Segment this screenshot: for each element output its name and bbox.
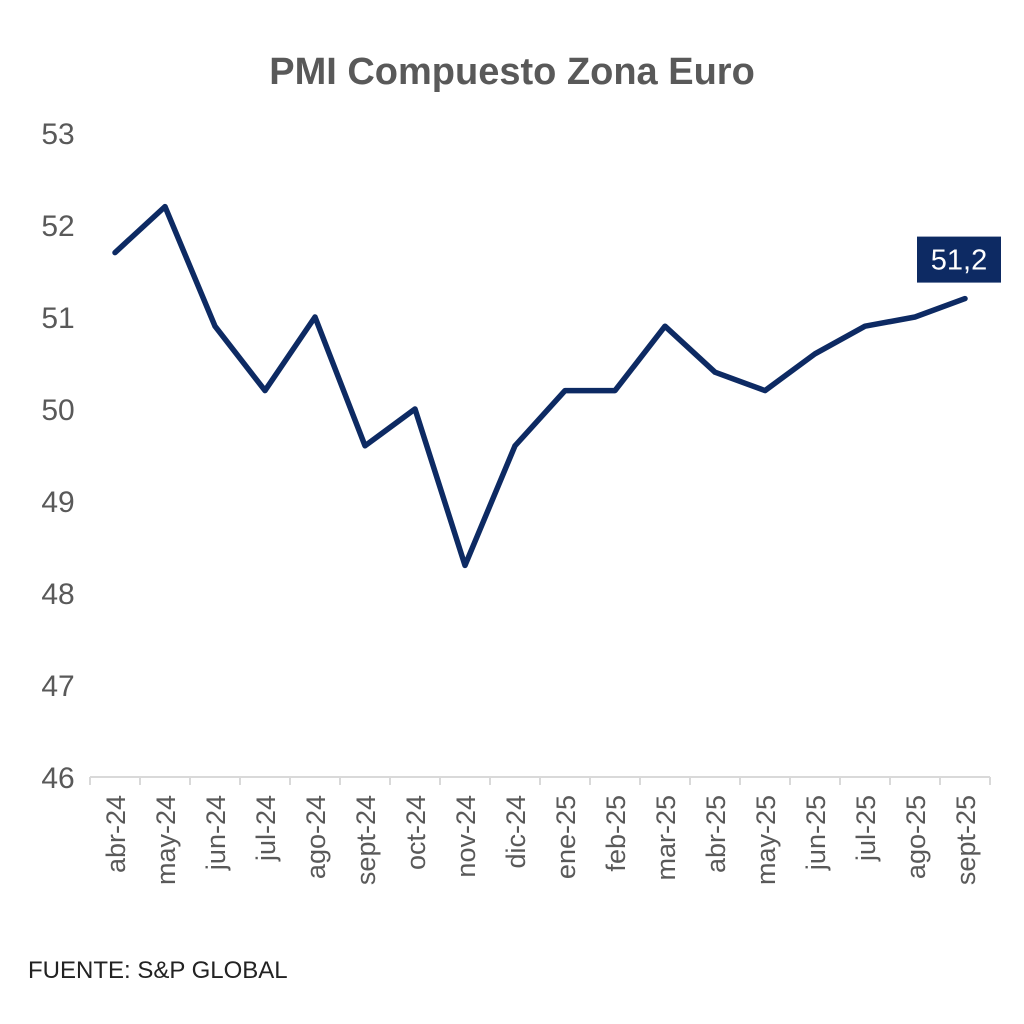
y-tick-label: 47 (41, 670, 74, 703)
x-axis-labels: abr-24 may-24 jun-24 jul-24 ago-24 sept-24 oct… (101, 795, 981, 885)
x-tick-label: nov-24 (451, 795, 481, 878)
x-tick-label: abr-24 (101, 795, 131, 873)
y-tick-label: 50 (41, 394, 74, 427)
x-tick-label: ago-25 (901, 795, 931, 879)
x-tick-label: jul-24 (251, 795, 281, 862)
x-tick-label: dic-24 (501, 795, 531, 869)
chart-title: PMI Compuesto Zona Euro (269, 51, 755, 93)
callout-label: 51,2 (931, 245, 987, 277)
y-tick-label: 49 (41, 486, 74, 519)
x-tick-label: may-25 (751, 795, 781, 885)
y-tick-label: 51 (41, 302, 74, 335)
x-tick-label: jun-24 (201, 795, 231, 871)
y-axis-ticks: 46 47 48 49 50 51 52 53 (41, 118, 74, 795)
data-points (114, 206, 966, 566)
callout-box (917, 236, 1001, 283)
x-tick-label: ene-25 (551, 795, 581, 879)
x-tick-label: jun-25 (801, 795, 831, 871)
x-tick-label: oct-24 (401, 795, 431, 870)
x-axis-ticks (89, 777, 991, 785)
x-tick-label: sept-24 (351, 795, 381, 885)
y-tick-label: 52 (41, 210, 74, 243)
y-tick-label: 48 (41, 578, 74, 611)
x-tick-label: sept-25 (951, 795, 981, 885)
x-tick-label: jul-25 (851, 795, 881, 862)
last-value-callout: 51,2 (917, 236, 1001, 283)
x-tick-label: abr-25 (701, 795, 731, 873)
y-tick-label: 46 (41, 762, 74, 795)
x-tick-label: ago-24 (301, 795, 331, 879)
source-note: FUENTE: S&P GLOBAL (28, 957, 288, 984)
x-tick-label: may-24 (151, 795, 181, 885)
x-tick-label: feb-25 (601, 795, 631, 872)
series-line (112, 203, 968, 569)
y-tick-label: 53 (41, 118, 74, 151)
x-tick-label: mar-25 (651, 795, 681, 881)
